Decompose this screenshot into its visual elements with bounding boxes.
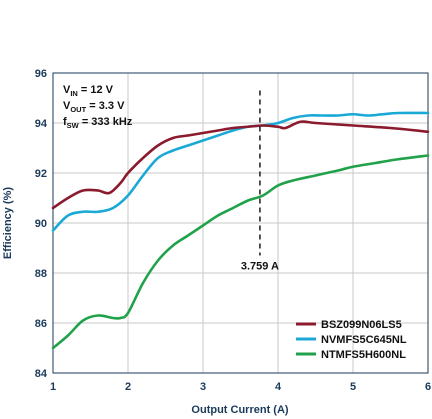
x-tick-label: 4 [275,381,282,393]
plot-frame [52,72,429,374]
y-tick-label: 94 [35,118,48,130]
series-lines [51,111,430,350]
legend: BSZ099N06LS5 NVMFS5C645NL NTMFS5H600NL [296,319,407,361]
x-axis-label: Output Current (A) [191,404,288,416]
condition-line: VIN = 12 V [63,84,114,98]
x-tick-label: 6 [425,381,431,393]
condition-line: fSW = 333 kHz [63,116,133,130]
y-tick-label: 90 [35,218,47,230]
series-line-BSZ099N06LS5 [51,120,430,210]
x-tick-label: 2 [125,381,131,393]
y-tick-label: 96 [35,68,47,80]
y-axis-label: Efficiency (%) [2,187,14,259]
x-tick-label: 3 [200,381,206,393]
legend-label: NVMFS5C645NL [321,334,407,346]
y-tick-labels: 84 86 88 90 92 94 96 [35,68,48,380]
y-tick-label: 92 [35,168,47,180]
y-tick-label: 86 [35,318,47,330]
legend-label: BSZ099N06LS5 [321,319,402,331]
y-tick-label: 84 [35,368,48,380]
series-line-NTMFS5H600NL [51,154,430,350]
operating-conditions: VIN = 12 V VOUT = 3.3 V fSW = 333 kHz [63,84,133,130]
legend-label: NTMFS5H600NL [321,349,406,361]
x-tick-label: 5 [350,381,356,393]
y-tick-label: 88 [35,268,47,280]
x-tick-labels: 1 2 3 4 5 6 [50,381,431,393]
series-line-NVMFS5C645NL [51,111,430,232]
annotation-label: 3.759 A [241,261,279,273]
condition-line: VOUT = 3.3 V [63,100,125,114]
x-tick-label: 1 [50,381,56,393]
